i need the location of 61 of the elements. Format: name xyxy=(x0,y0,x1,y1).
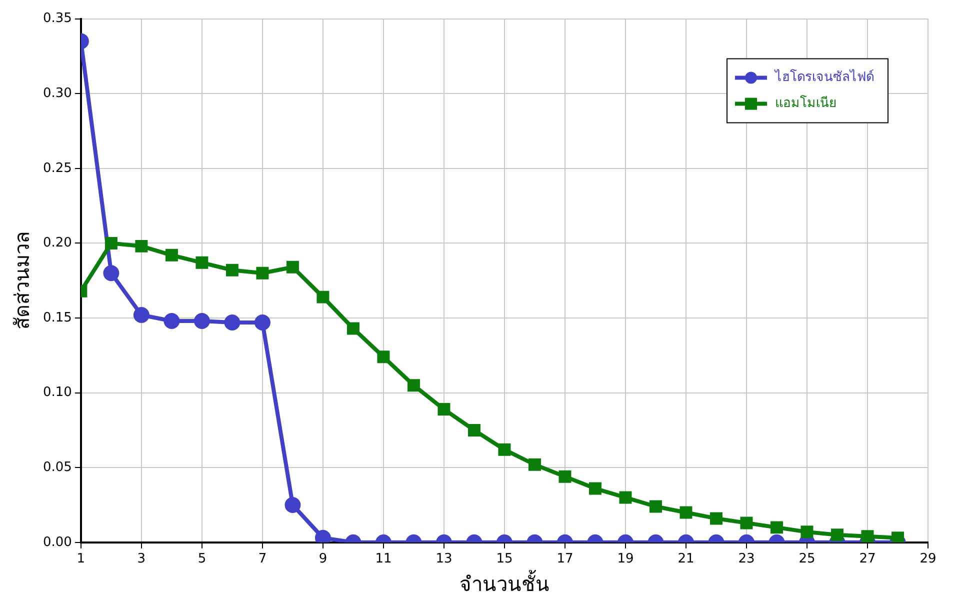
point xyxy=(256,266,269,280)
y-axis-title: สัดส่วนมวล xyxy=(10,232,34,330)
point xyxy=(468,424,480,436)
x-tick-label: 5 xyxy=(198,552,206,567)
point xyxy=(377,350,390,364)
point xyxy=(346,322,360,335)
point xyxy=(165,248,178,262)
x-tick-label: 23 xyxy=(738,552,755,567)
x-tick-label: 1 xyxy=(76,552,86,567)
point xyxy=(438,403,450,416)
x-tick-label: 3 xyxy=(137,552,146,567)
legend-label: แอมโมเนีย xyxy=(775,95,837,112)
point xyxy=(831,528,844,542)
point xyxy=(194,312,210,329)
y-tick-label: 0.35 xyxy=(42,11,72,26)
x-tick-label: 29 xyxy=(920,552,936,567)
x-tick-label: 19 xyxy=(617,552,634,567)
x-tick-label: 17 xyxy=(556,552,574,567)
x-tick-label: 21 xyxy=(678,552,694,567)
point xyxy=(104,236,118,250)
point xyxy=(861,530,874,542)
y-tick-label: 0.25 xyxy=(42,160,72,176)
y-tick-label: 0.10 xyxy=(42,385,72,400)
x-tick-label: 27 xyxy=(859,552,876,567)
point xyxy=(164,312,180,329)
point xyxy=(196,256,208,269)
point xyxy=(226,264,238,276)
point xyxy=(710,512,722,525)
point xyxy=(224,314,240,330)
point xyxy=(133,307,150,324)
point xyxy=(286,260,299,274)
point xyxy=(407,379,420,392)
x-tick-label: 11 xyxy=(375,552,392,567)
point xyxy=(619,491,632,504)
y-tick-label: 0.00 xyxy=(42,534,72,550)
x-tick-label: 13 xyxy=(436,552,452,567)
y-tick-label: 0.05 xyxy=(42,460,72,475)
y-tick-label: 0.15 xyxy=(42,310,72,326)
y-tick-label: 0.30 xyxy=(42,86,72,101)
legend-label: ไฮโดรเจนซัลไฟด์ xyxy=(774,69,874,86)
point xyxy=(103,265,120,282)
point xyxy=(740,516,753,530)
point xyxy=(498,443,511,456)
x-axis-title: จำนวนชั้น xyxy=(459,570,550,596)
point xyxy=(558,470,572,483)
point xyxy=(649,500,662,513)
x-tick-label: 7 xyxy=(258,552,267,567)
x-tick-label: 25 xyxy=(798,552,816,567)
x-tick-label: 9 xyxy=(318,552,328,567)
y-tick-label: 0.20 xyxy=(42,236,72,251)
point xyxy=(770,521,783,534)
x-tick-label: 15 xyxy=(496,552,513,567)
point xyxy=(680,506,692,519)
point xyxy=(135,240,148,252)
point xyxy=(528,458,541,471)
point xyxy=(254,314,270,330)
point xyxy=(892,532,904,542)
point xyxy=(800,526,814,538)
point xyxy=(316,290,330,304)
point xyxy=(588,482,602,495)
point xyxy=(284,497,301,513)
